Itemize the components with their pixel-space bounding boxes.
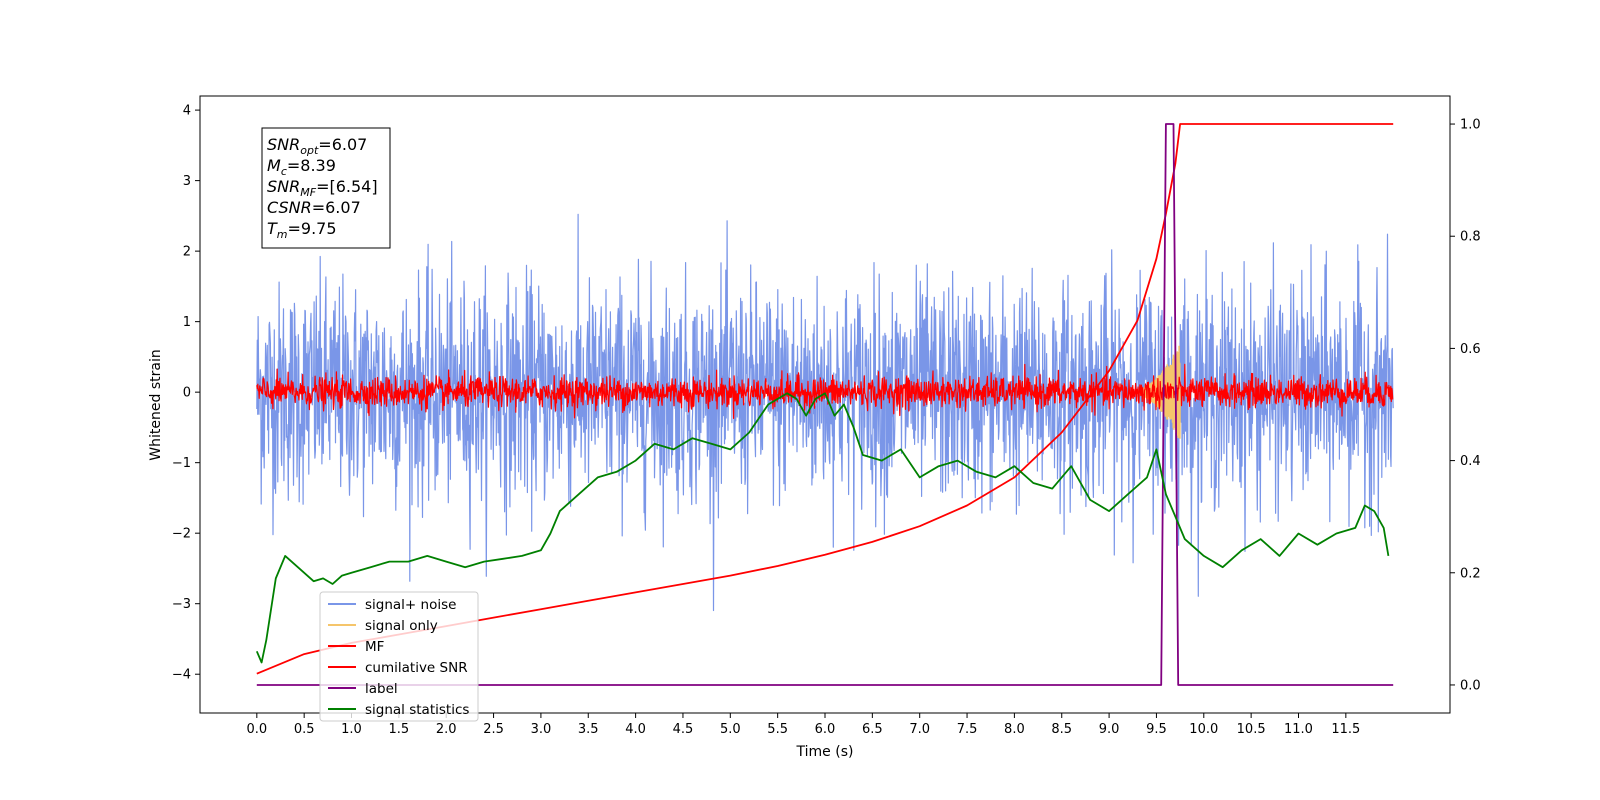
y-tick-label: 4 [183,104,191,119]
legend-label: label [365,681,398,697]
legend-label: cumilative SNR [365,660,468,676]
x-tick-label: 8.0 [1004,722,1025,737]
x-tick-label: 4.5 [673,722,694,737]
y-axis-right: 1.0 0.8 0.6 0.4 0.2 0.0 [1450,118,1481,693]
x-tick-label: 10.5 [1237,722,1266,737]
info-line: Tm=9.75 [267,219,337,241]
x-tick-label: 5.5 [767,722,788,737]
legend-label: signal only [365,618,438,634]
y-tick-label: −3 [172,597,191,612]
legend-label: MF [365,639,384,655]
legend-label: signal statistics [365,702,469,718]
y-tick-label: 3 [183,174,191,189]
series-signal-noise-line [256,213,1394,612]
legend: signal+ noise signal only MF cumilative SNR… [319,591,479,722]
x-tick-label: 9.0 [1099,722,1120,737]
y2-tick-label: 0.0 [1460,678,1481,693]
x-tick-label: 0.0 [246,722,267,737]
x-tick-label: 3.0 [531,722,552,737]
y2-tick-label: 0.6 [1460,342,1481,357]
series-label-line [256,123,1394,686]
series-mf-line [256,363,1394,419]
y-tick-label: −1 [172,456,191,471]
info-line: Mc=8.39 [267,156,336,178]
y2-tick-label: 0.2 [1460,566,1481,581]
y-tick-label: 0 [183,386,191,401]
x-tick-label: 0.5 [294,722,315,737]
x-tick-label: 6.5 [862,722,883,737]
x-tick-label: 1.5 [389,722,410,737]
y2-tick-label: 1.0 [1460,118,1481,133]
info-line: SNRMF=[6.54] [267,177,378,199]
series-signal-statistics-line [255,392,1390,664]
x-tick-label: 10.0 [1189,722,1218,737]
info-line: SNRopt=6.07 [267,135,367,157]
y-tick-label: −4 [172,668,191,683]
x-tick-label: 7.0 [909,722,930,737]
x-tick-label: 11.5 [1331,722,1360,737]
x-axis-label: Time (s) [796,744,854,760]
x-tick-label: 5.0 [720,722,741,737]
legend-label: signal+ noise [365,597,456,613]
y-tick-label: 2 [183,245,191,260]
x-tick-label: 6.0 [815,722,836,737]
x-axis: 0.0 0.5 1.0 1.5 2.0 2.5 3.0 3.5 4.0 4.5 5.0 5.5 6.0 6… [246,713,1360,737]
x-tick-label: 4.0 [625,722,646,737]
legend-frame [319,591,479,722]
info-line: CSNR=6.07 [267,198,361,217]
y-tick-label: −2 [172,527,191,542]
x-tick-label: 7.5 [957,722,978,737]
x-tick-label: 8.5 [1051,722,1072,737]
x-tick-label: 9.5 [1146,722,1167,737]
y2-tick-label: 0.8 [1460,230,1481,245]
y-axis-label: Whitened strain [148,349,164,460]
y-tick-label: 1 [183,315,191,330]
x-tick-label: 11.0 [1284,722,1313,737]
y-axis-left: 4 3 2 1 0 −1 −2 −3 −4 [172,104,200,683]
y2-tick-label: 0.4 [1460,454,1481,469]
x-tick-label: 3.5 [578,722,599,737]
x-tick-label: 2.5 [483,722,504,737]
x-tick-label: 2.0 [436,722,457,737]
info-box-frame [261,127,391,249]
x-tick-label: 1.0 [341,722,362,737]
